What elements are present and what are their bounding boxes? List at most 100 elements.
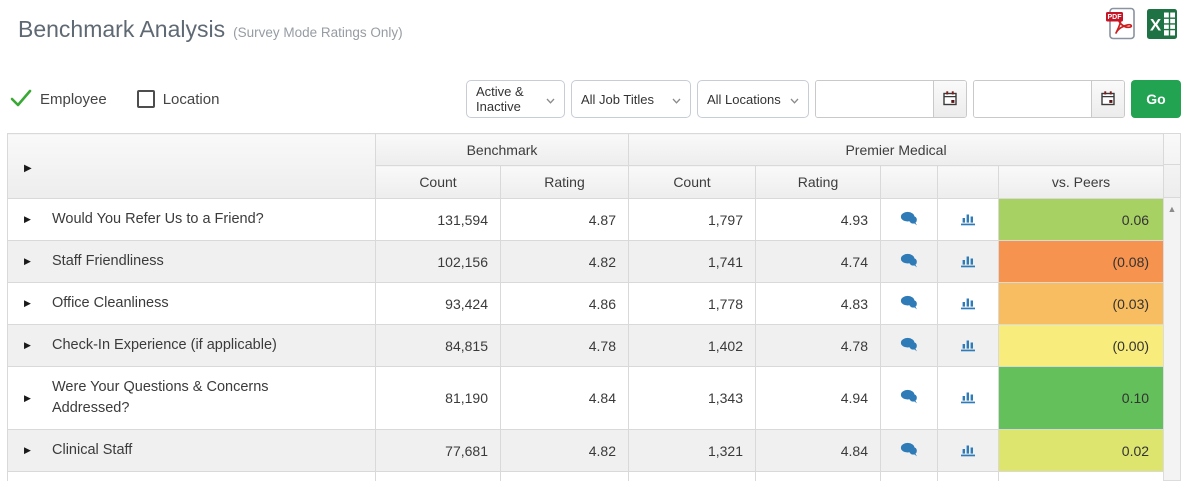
bar-chart-icon — [960, 256, 976, 271]
table-row-partial — [7, 471, 1165, 481]
calendar-icon — [1100, 90, 1116, 109]
date-from-calendar-button[interactable] — [933, 81, 966, 117]
benchmark-rating-cell: 4.82 — [500, 429, 629, 472]
benchmark-count-header: Count — [375, 165, 501, 199]
scrollbar-track[interactable]: ▲ — [1163, 198, 1181, 481]
premier-rating-cell: 4.78 — [755, 324, 881, 367]
vs-peers-cell: (0.08) — [997, 240, 1165, 283]
comments-column-header — [880, 165, 938, 199]
benchmark-rating-header: Rating — [500, 165, 629, 199]
scrollbar-header-spacer — [1163, 133, 1181, 198]
comments-button[interactable] — [896, 209, 922, 231]
comments-icon — [900, 211, 918, 229]
comments-icon — [900, 295, 918, 313]
page-title: Benchmark Analysis — [18, 16, 226, 42]
chevron-down-icon — [546, 92, 555, 107]
vertical-scrollbar[interactable]: ▲ — [1163, 133, 1181, 481]
table-row: ▶ Office Cleanliness 93,424 4.86 1,778 4.… — [7, 282, 1165, 325]
vs-peers-header: vs. Peers — [997, 165, 1165, 199]
benchmark-group-header: Benchmark — [375, 133, 629, 166]
premier-rating-cell: 4.84 — [755, 429, 881, 472]
row-label: Staff Friendliness — [52, 252, 164, 269]
locations-dropdown-value: All Locations — [707, 91, 781, 107]
date-to-input[interactable] — [974, 81, 1091, 117]
comments-icon — [900, 389, 918, 407]
date-to-calendar-button[interactable] — [1091, 81, 1124, 117]
job-titles-dropdown[interactable]: All Job Titles — [571, 80, 691, 118]
comments-button[interactable] — [896, 335, 922, 357]
pdf-export-button[interactable]: PDF — [1103, 7, 1139, 43]
row-label: Clinical Staff — [52, 441, 133, 458]
premier-rating-cell: 4.74 — [755, 240, 881, 283]
benchmark-rating-cell: 4.78 — [500, 324, 629, 367]
table-row: ▶ Were Your Questions & Concerns Addresse… — [7, 366, 1165, 430]
chart-column-header — [937, 165, 999, 199]
benchmark-count-cell: 131,594 — [375, 198, 501, 241]
premier-count-cell: 1,343 — [628, 366, 756, 430]
filter-bar: Employee Location Active & Inactive All … — [10, 80, 1181, 118]
expand-all-icon[interactable]: ▶ — [24, 163, 32, 174]
row-expander-icon[interactable]: ▶ — [24, 213, 31, 224]
comments-icon — [900, 253, 918, 271]
row-label: Were Your Questions & Concerns Addressed… — [52, 378, 269, 416]
row-label: Office Cleanliness — [52, 294, 169, 311]
premier-count-cell: 1,402 — [628, 324, 756, 367]
export-buttons: PDF X — [1103, 7, 1180, 43]
locations-dropdown[interactable]: All Locations — [697, 80, 809, 118]
row-expander-icon[interactable]: ▶ — [24, 255, 31, 266]
check-icon — [10, 89, 32, 110]
premier-rating-cell: 4.93 — [755, 198, 881, 241]
bar-chart-icon — [960, 214, 976, 229]
calendar-icon — [942, 90, 958, 109]
table-row: ▶ Clinical Staff 77,681 4.82 1,321 4.84 0… — [7, 429, 1165, 472]
comments-button[interactable] — [896, 387, 922, 409]
row-expander-icon[interactable]: ▶ — [24, 339, 31, 350]
premier-count-cell: 1,321 — [628, 429, 756, 472]
row-expander-icon[interactable]: ▶ — [24, 297, 31, 308]
status-dropdown[interactable]: Active & Inactive — [466, 80, 565, 118]
comments-button[interactable] — [896, 251, 922, 273]
table-row: ▶ Check-In Experience (if applicable) 84,… — [7, 324, 1165, 367]
employee-label: Employee — [40, 90, 107, 108]
table-row: ▶ Staff Friendliness 102,156 4.82 1,741 4… — [7, 240, 1165, 283]
comments-button[interactable] — [896, 440, 922, 462]
filter-controls: Active & Inactive All Job Titles All Loc… — [466, 80, 1181, 118]
svg-text:PDF: PDF — [1108, 14, 1123, 21]
bar-chart-button[interactable] — [956, 293, 980, 315]
premier-medical-group-header: Premier Medical — [627, 133, 1165, 166]
bar-chart-button[interactable] — [956, 335, 980, 357]
comments-icon — [900, 337, 918, 355]
bar-chart-button[interactable] — [956, 209, 980, 231]
location-label: Location — [162, 90, 220, 108]
comments-button[interactable] — [896, 293, 922, 315]
premier-rating-header: Rating — [755, 165, 881, 199]
bar-chart-button[interactable] — [956, 387, 980, 409]
benchmark-rating-cell: 4.86 — [500, 282, 629, 325]
row-expander-icon[interactable]: ▶ — [24, 444, 31, 455]
premier-count-cell: 1,797 — [628, 198, 756, 241]
vs-peers-cell: (0.00) — [997, 324, 1165, 367]
chevron-down-icon — [672, 92, 681, 107]
bar-chart-button[interactable] — [956, 251, 980, 273]
go-button[interactable]: Go — [1131, 80, 1181, 118]
benchmark-count-cell: 77,681 — [375, 429, 501, 472]
status-dropdown-value: Active & Inactive — [476, 84, 524, 114]
row-expander-icon[interactable]: ▶ — [24, 392, 31, 403]
page-header: Benchmark Analysis (Survey Mode Ratings … — [18, 16, 403, 43]
excel-export-button[interactable]: X — [1144, 7, 1180, 43]
bar-chart-icon — [960, 298, 976, 313]
location-checkbox[interactable] — [136, 90, 155, 108]
vs-peers-cell: 0.02 — [997, 429, 1165, 472]
benchmark-count-cell: 81,190 — [375, 366, 501, 430]
svg-text:X: X — [1150, 15, 1162, 34]
bar-chart-button[interactable] — [956, 440, 980, 462]
scroll-up-icon[interactable]: ▲ — [1167, 204, 1177, 214]
row-label: Check-In Experience (if applicable) — [52, 336, 277, 353]
employee-checkbox[interactable] — [10, 89, 32, 110]
benchmark-count-cell: 84,815 — [375, 324, 501, 367]
label-column-header: ▶ — [7, 133, 376, 199]
premier-rating-cell: 4.83 — [755, 282, 881, 325]
date-to-field — [973, 80, 1125, 118]
date-from-input[interactable] — [816, 81, 933, 117]
